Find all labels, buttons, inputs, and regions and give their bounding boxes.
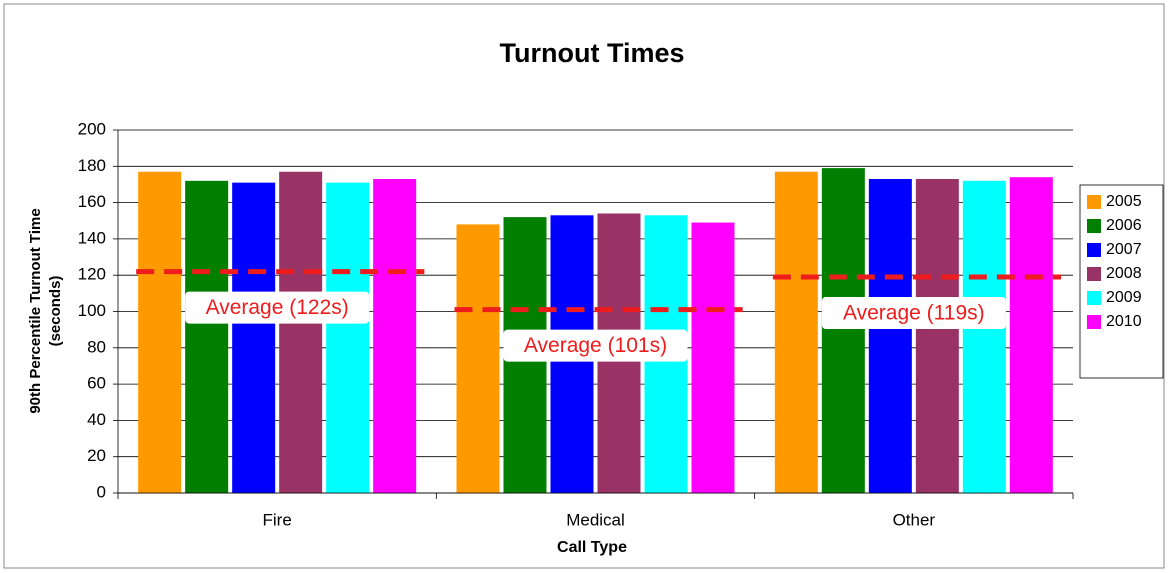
legend-label: 2010 bbox=[1106, 313, 1142, 330]
bar bbox=[962, 180, 1006, 493]
legend-label: 2008 bbox=[1106, 265, 1142, 282]
legend-swatch bbox=[1087, 195, 1101, 209]
y-tick-label: 160 bbox=[78, 192, 106, 211]
legend-swatch bbox=[1087, 219, 1101, 233]
y-tick-label: 100 bbox=[78, 301, 106, 320]
legend-label: 2006 bbox=[1106, 217, 1142, 234]
y-axis-label: 90th Percentile Turnout Time bbox=[27, 208, 44, 413]
bar bbox=[1009, 177, 1053, 493]
legend-swatch bbox=[1087, 315, 1101, 329]
legend-label: 2009 bbox=[1106, 289, 1142, 306]
legend-swatch bbox=[1087, 243, 1101, 257]
bar bbox=[373, 179, 417, 493]
y-tick-label: 40 bbox=[87, 410, 106, 429]
bar bbox=[185, 180, 229, 493]
bar bbox=[915, 179, 959, 493]
x-axis-label: Call Type bbox=[557, 539, 627, 556]
bar bbox=[821, 168, 865, 494]
bar bbox=[868, 179, 912, 493]
average-label-box bbox=[821, 297, 1006, 330]
bar bbox=[326, 182, 370, 493]
y-tick-label: 120 bbox=[78, 265, 106, 284]
average-label-box bbox=[185, 291, 370, 324]
average-label: Average (101s) bbox=[524, 334, 667, 357]
legend-label: 2005 bbox=[1106, 193, 1142, 210]
legend-label: 2007 bbox=[1106, 241, 1142, 258]
y-tick-label: 180 bbox=[78, 156, 106, 175]
x-tick-label: Fire bbox=[263, 510, 292, 529]
bar bbox=[138, 171, 182, 493]
average-label: Average (122s) bbox=[206, 296, 349, 319]
bar bbox=[232, 182, 276, 493]
bar bbox=[691, 222, 735, 493]
y-tick-label: 60 bbox=[87, 374, 106, 393]
y-tick-label: 0 bbox=[97, 482, 106, 501]
y-tick-label: 20 bbox=[87, 446, 106, 465]
y-axis-label: (seconds) bbox=[47, 276, 64, 347]
y-tick-label: 80 bbox=[87, 337, 106, 356]
bar bbox=[279, 171, 323, 493]
bar bbox=[774, 171, 818, 493]
chart-title: Turnout Times bbox=[499, 38, 684, 68]
bar bbox=[456, 224, 500, 493]
x-tick-label: Medical bbox=[566, 510, 625, 529]
legend-swatch bbox=[1087, 267, 1101, 281]
y-tick-label: 140 bbox=[78, 228, 106, 247]
legend bbox=[1079, 184, 1164, 379]
y-tick-label: 200 bbox=[78, 119, 106, 138]
average-label: Average (119s) bbox=[843, 302, 985, 325]
average-label-box bbox=[503, 329, 688, 362]
x-tick-label: Other bbox=[893, 510, 936, 529]
legend-swatch bbox=[1087, 291, 1101, 305]
